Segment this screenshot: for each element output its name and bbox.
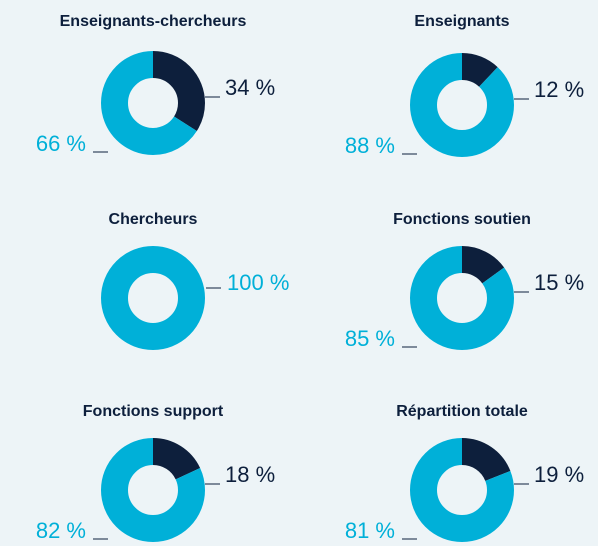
chart-title: Fonctions soutien	[393, 211, 531, 228]
value-label: 85 %	[345, 326, 395, 351]
value-label: 34 %	[225, 75, 275, 100]
donut-segment	[101, 51, 205, 155]
chart-title: Enseignants	[414, 13, 509, 30]
value-label: 66 %	[36, 131, 86, 156]
donut-segment	[101, 438, 205, 542]
chart-title: Enseignants-chercheurs	[60, 13, 247, 30]
donut-segment	[410, 438, 514, 542]
value-label: 81 %	[345, 518, 395, 543]
donut-segment	[101, 246, 205, 350]
chart-title: Fonctions support	[83, 403, 224, 420]
chart-title: Répartition totale	[396, 403, 528, 420]
value-label: 12 %	[534, 77, 584, 102]
donut-segment	[410, 53, 514, 157]
value-label: 82 %	[36, 518, 86, 543]
donut-segment	[410, 246, 514, 350]
value-label: 18 %	[225, 462, 275, 487]
value-label: 100 %	[227, 270, 289, 295]
value-label: 19 %	[534, 462, 584, 487]
value-label: 88 %	[345, 133, 395, 158]
chart-title: Chercheurs	[109, 211, 198, 228]
value-label: 15 %	[534, 270, 584, 295]
